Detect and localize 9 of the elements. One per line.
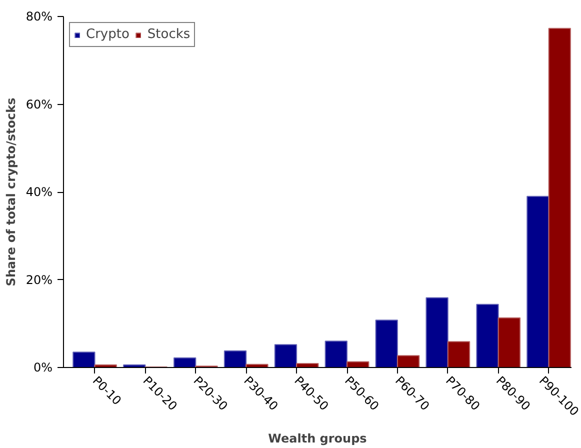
y-axis-title: Share of total crypto/stocks [4, 98, 18, 286]
y-tick-label: 40% [26, 185, 52, 199]
x-axis-title: Wealth groups [268, 432, 367, 446]
y-tick-label: 80% [26, 10, 52, 24]
y-tick-label: 20% [26, 272, 52, 287]
legend-label: Stocks [147, 27, 190, 42]
y-tick-label: 0% [33, 360, 53, 374]
legend-label: Crypto [86, 27, 130, 42]
y-tick-label: 60% [26, 97, 52, 112]
